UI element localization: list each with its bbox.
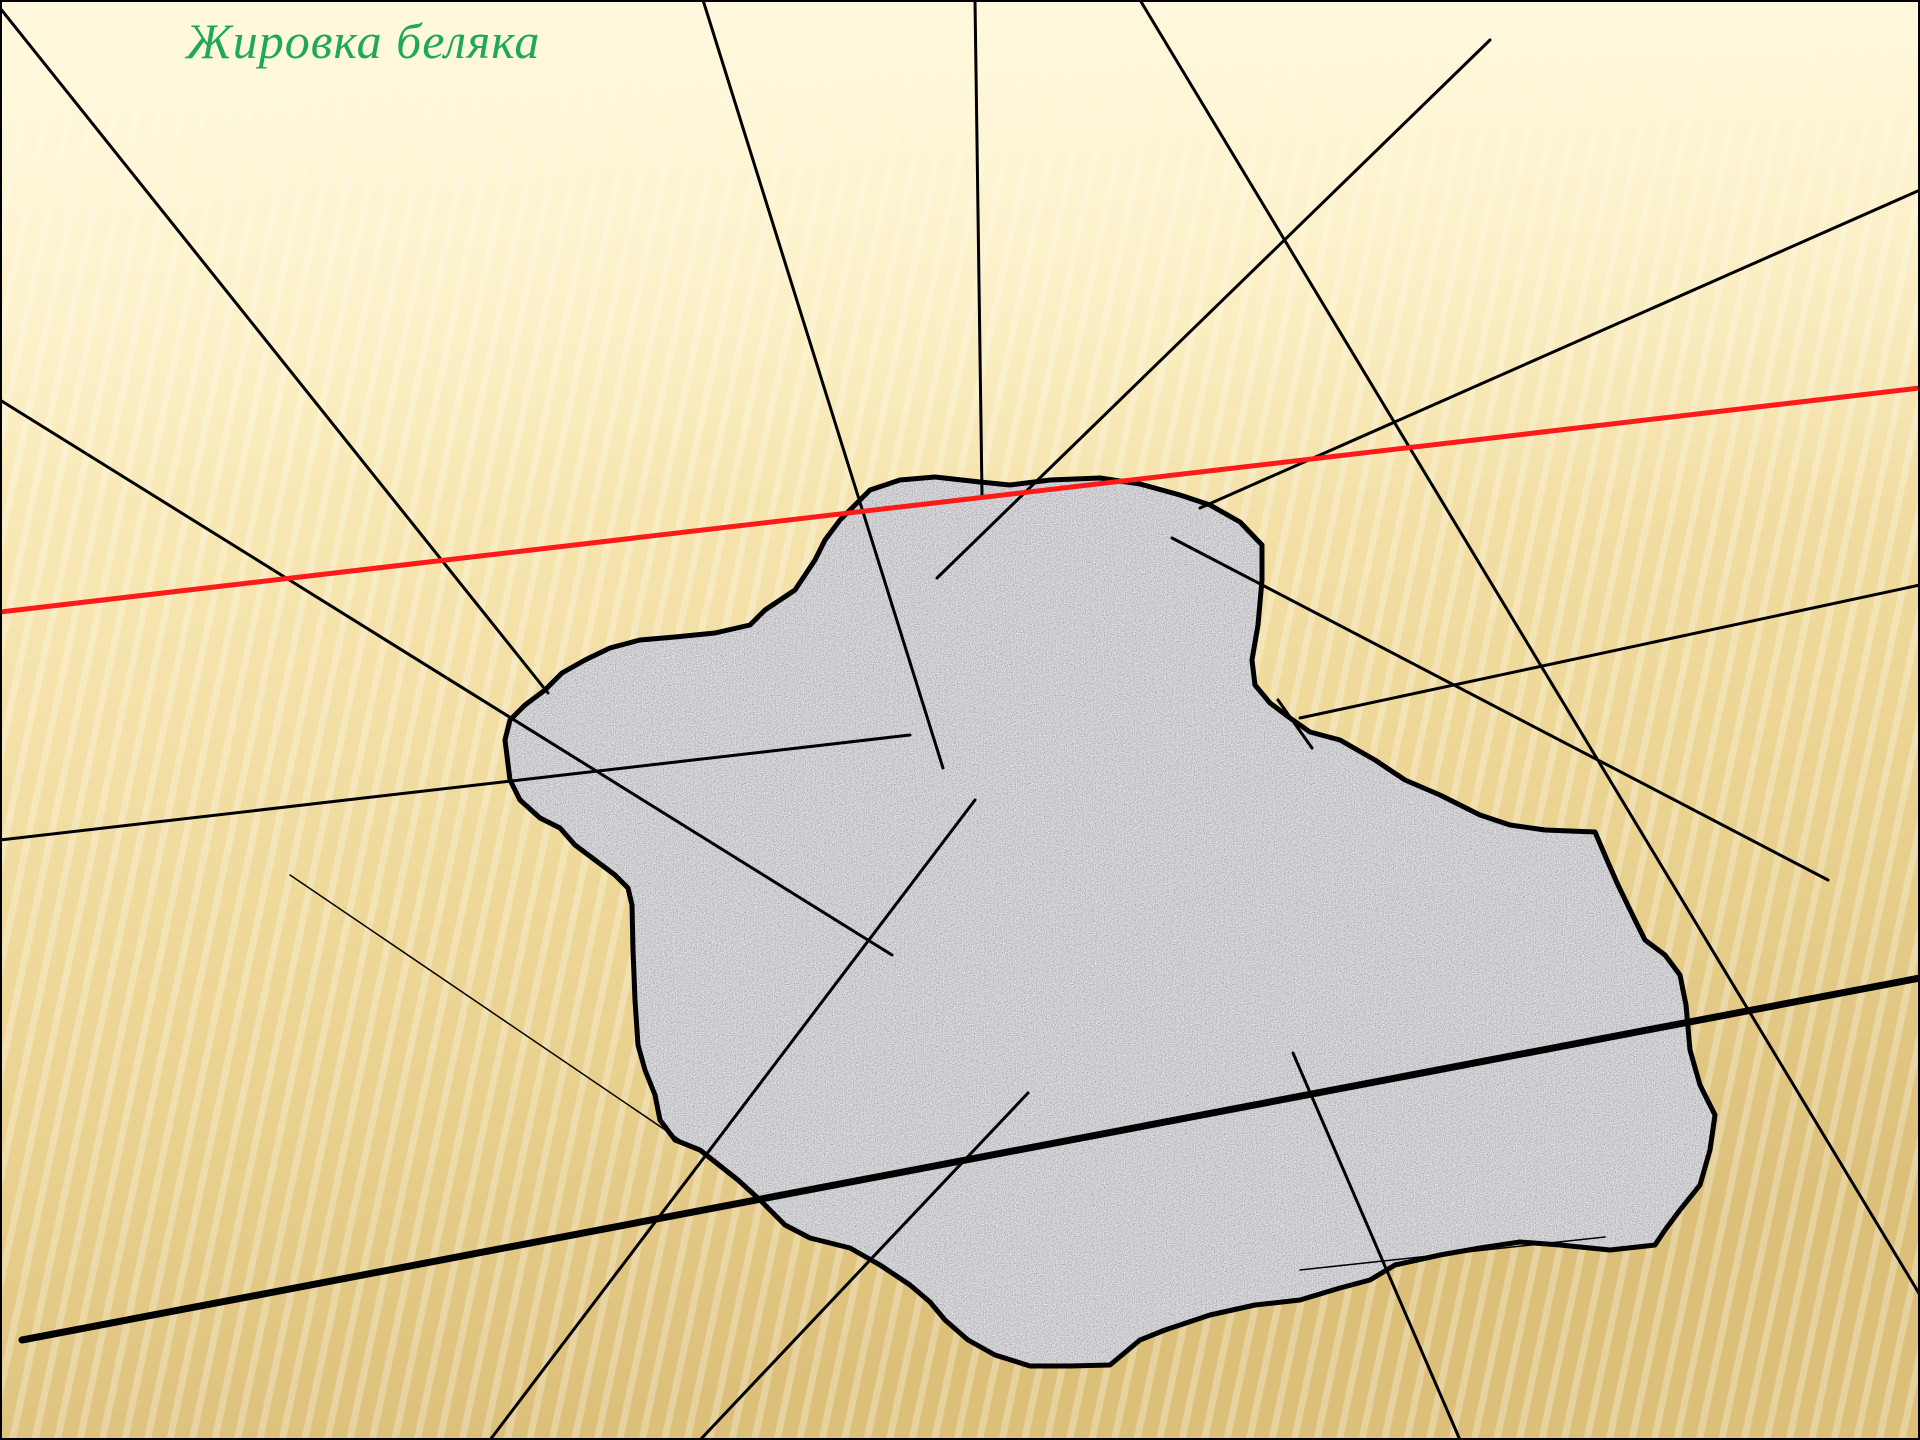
track-line [0, 398, 894, 957]
track-line [1138, 0, 1920, 1297]
track-line [1198, 188, 1920, 510]
track-line [289, 874, 681, 1141]
slide-title: Жировка беляка [186, 13, 541, 69]
track-line [701, 0, 945, 770]
highlighted-line [0, 385, 1920, 615]
track-line [0, 6, 550, 695]
track-line [488, 798, 977, 1440]
track-line [1299, 1236, 1606, 1271]
track-line [1298, 583, 1920, 720]
track-line [973, 0, 984, 497]
track-line [1276, 698, 1314, 750]
track-line [1291, 1051, 1462, 1440]
track-line [0, 733, 912, 842]
track-line [935, 38, 1492, 580]
track-line [698, 1091, 1030, 1440]
track-line [1170, 536, 1830, 882]
track-line [18, 974, 1920, 1344]
